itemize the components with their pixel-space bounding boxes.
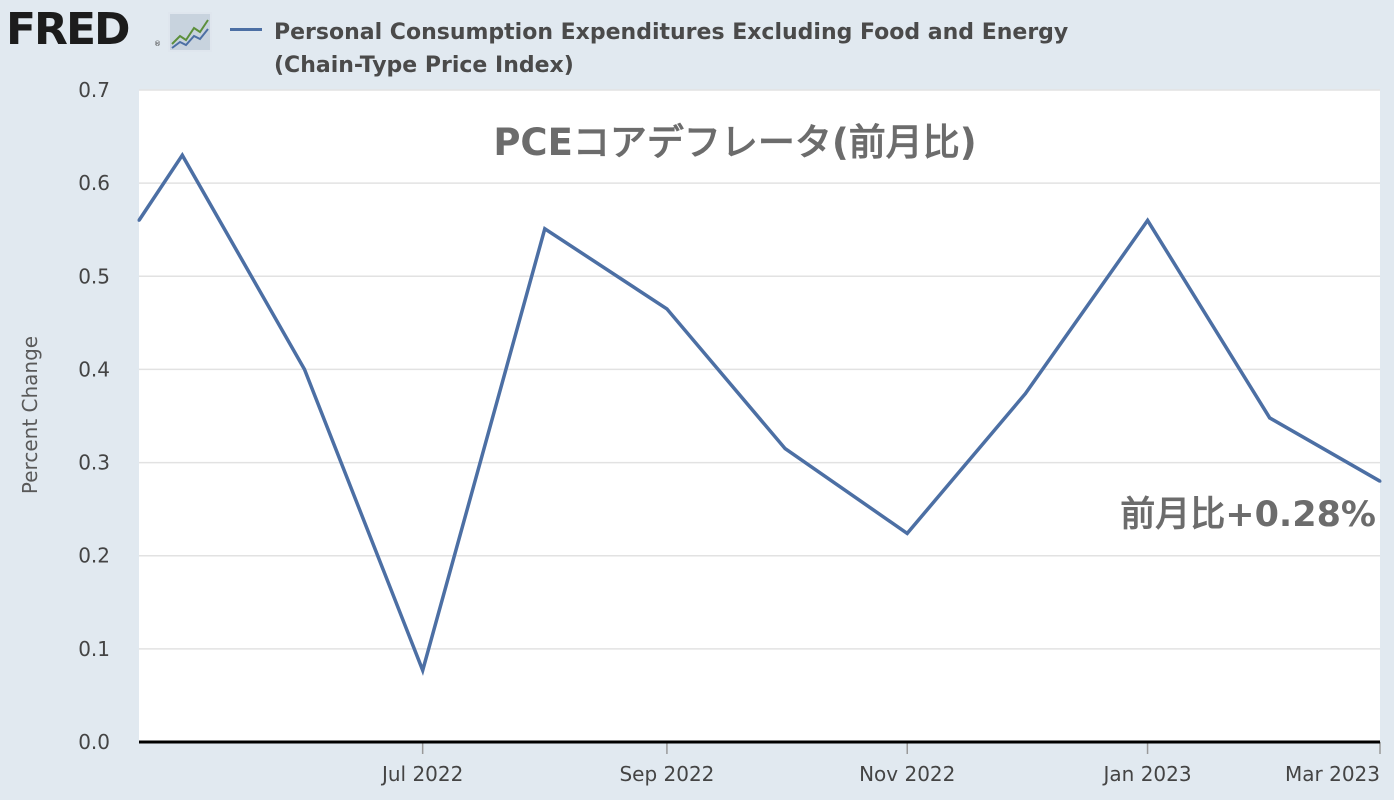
- y-tick-label: 0.1: [78, 637, 110, 661]
- y-axis-label: Percent Change: [18, 335, 42, 495]
- y-tick-label: 0.3: [78, 451, 110, 475]
- chart-header: FRED ® Personal Consumption Expenditures…: [0, 0, 1394, 88]
- y-tick-label: 0.2: [78, 544, 110, 568]
- y-axis-ticks: 0.0 0.1 0.2 0.3 0.4 0.5 0.6 0.7: [78, 78, 110, 754]
- data-point[interactable]: [1268, 416, 1272, 420]
- series-line[interactable]: [137, 151, 1381, 676]
- y-tick-label: 0.5: [78, 264, 110, 288]
- fred-logo[interactable]: FRED: [6, 4, 131, 55]
- chart-title: PCEコアデフレータ(前月比): [493, 121, 977, 164]
- y-tick-label: 0.0: [78, 730, 110, 754]
- data-point[interactable]: [1378, 479, 1382, 483]
- registered-mark: ®: [154, 40, 161, 48]
- data-point[interactable]: [180, 153, 184, 157]
- data-point[interactable]: [905, 531, 909, 535]
- data-point[interactable]: [783, 447, 787, 451]
- data-point[interactable]: [302, 367, 306, 371]
- x-tick-label: Mar 2023: [1285, 762, 1380, 786]
- y-tick-label: 0.6: [78, 171, 110, 195]
- y-tick-label: 0.7: [78, 78, 110, 102]
- data-point[interactable]: [1146, 218, 1150, 222]
- legend-swatch: [230, 28, 262, 31]
- x-tick-label: Sep 2022: [619, 762, 714, 786]
- legend-label[interactable]: Personal Consumption Expenditures Exclud…: [274, 20, 1069, 78]
- data-point[interactable]: [137, 218, 141, 222]
- line-graph-icon: [168, 12, 212, 52]
- x-tick-label: Nov 2022: [859, 762, 955, 786]
- data-point[interactable]: [421, 668, 425, 672]
- latest-value-annotation: 前月比+0.28%: [1120, 495, 1376, 535]
- y-tick-label: 0.4: [78, 357, 110, 381]
- x-axis-ticks: Jul 2022 Sep 2022 Nov 2022 Jan 2023 Mar 2023: [380, 742, 1381, 786]
- series-layer: [137, 151, 1382, 676]
- data-point[interactable]: [1023, 392, 1027, 396]
- x-tick-label: Jan 2023: [1102, 762, 1192, 786]
- gridlines: [139, 89, 1380, 650]
- x-tick-label: Jul 2022: [380, 762, 463, 786]
- data-point[interactable]: [543, 227, 547, 231]
- data-point[interactable]: [665, 307, 669, 311]
